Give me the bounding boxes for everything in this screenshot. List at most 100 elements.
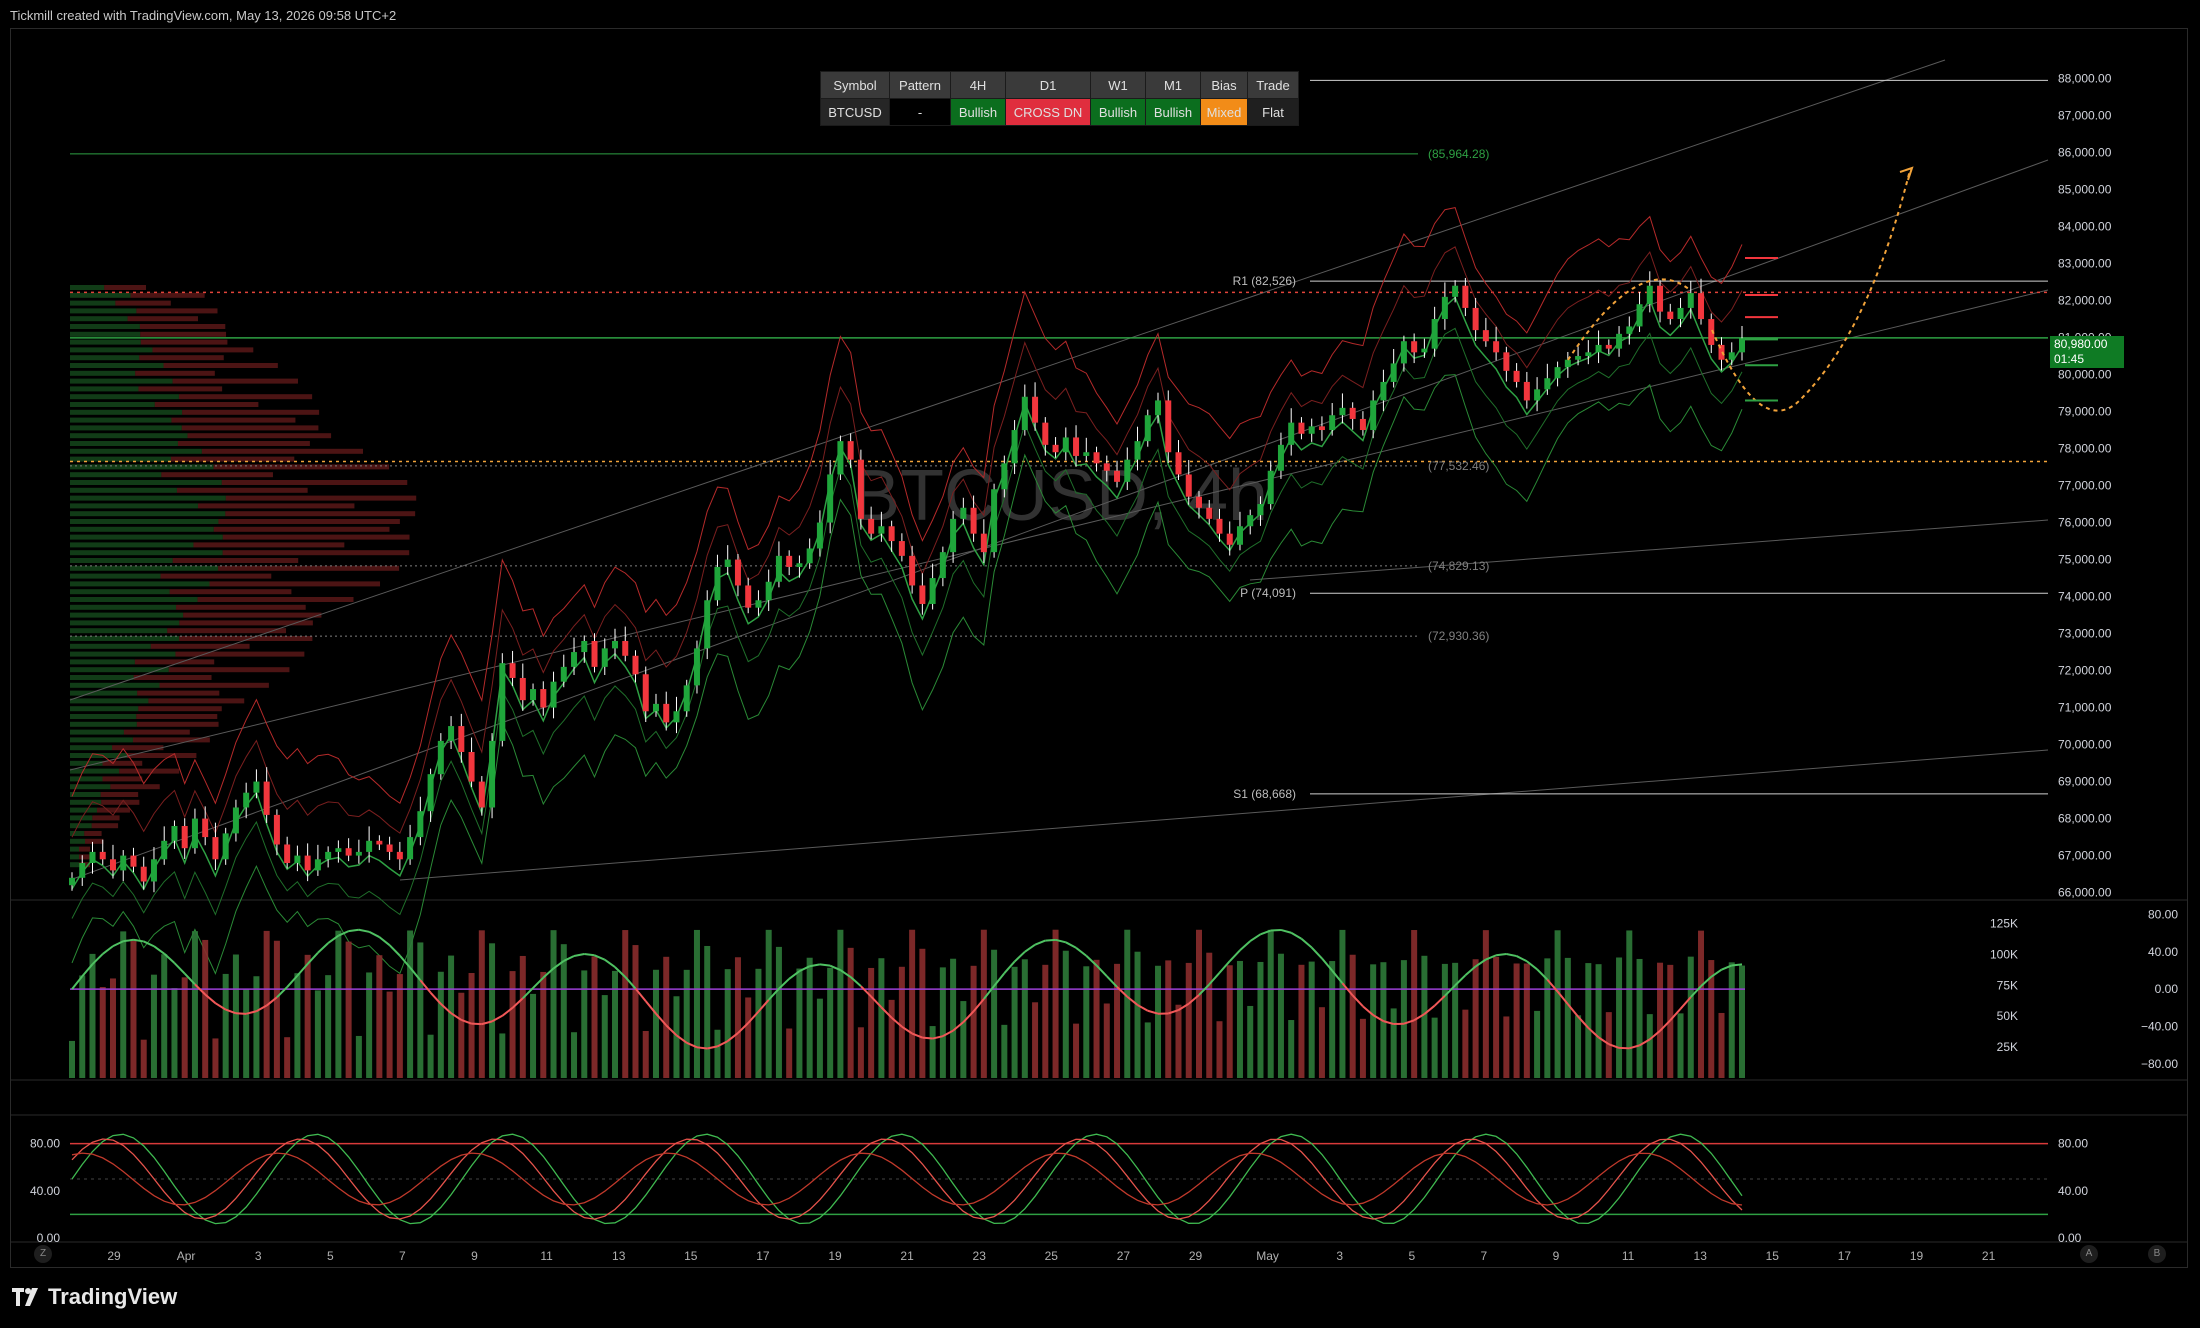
oscillator-line-segment xyxy=(296,963,309,977)
candle-body xyxy=(1093,452,1100,464)
price-axis-tick: 68,000.00 xyxy=(2058,812,2112,826)
volume-bar xyxy=(960,1001,967,1078)
candle-body xyxy=(1062,437,1069,453)
oscillator-line-segment xyxy=(911,1032,923,1039)
price-axis-tick: 77,000.00 xyxy=(2058,479,2112,493)
volume-bar xyxy=(929,1026,936,1078)
candle-body xyxy=(1411,341,1418,353)
volume-profile-bar-buy xyxy=(70,768,120,774)
price-axis-tick: 74,000.00 xyxy=(2058,590,2112,604)
tradingview-logo[interactable]: TradingView xyxy=(12,1284,177,1310)
oscillator-line-segment xyxy=(1495,953,1507,957)
candle-body xyxy=(1462,285,1469,308)
candle-body xyxy=(530,689,537,701)
candle-body xyxy=(1257,504,1264,516)
volume-profile-bar-sell xyxy=(182,409,320,415)
volume-profile-bar-sell xyxy=(171,417,296,423)
volume-bar xyxy=(376,955,383,1078)
auto-scale-button[interactable]: A xyxy=(2080,1245,2098,1263)
oscillator-line-segment xyxy=(1598,1036,1610,1046)
status-header-4h: 4H xyxy=(950,71,1006,99)
oscillator-line-segment xyxy=(819,963,831,967)
volume-bar xyxy=(1452,962,1459,1078)
chart-watermark: BTCUSD, 4h xyxy=(852,456,1268,536)
oscillator-line-segment xyxy=(1280,928,1292,934)
candle-body xyxy=(407,837,414,860)
volume-bar xyxy=(243,989,250,1078)
volume-profile-bar-sell xyxy=(102,760,143,766)
candle-body xyxy=(396,851,403,860)
candle-body xyxy=(837,441,844,475)
candle-body xyxy=(1021,396,1028,431)
oscillator-line-segment xyxy=(1085,955,1098,967)
oscillator-line-segment xyxy=(286,974,299,988)
volume-bar xyxy=(109,978,116,1078)
oscillator-line-segment xyxy=(1608,1043,1620,1049)
volume-profile-bar-sell xyxy=(100,792,139,797)
candle-body xyxy=(868,518,875,534)
oscillator-line-segment xyxy=(993,972,1006,987)
candle-body xyxy=(571,652,578,667)
volume-profile-bar-buy xyxy=(70,604,177,610)
price-level-label: (77,532.46) xyxy=(1428,459,1489,473)
price-chart[interactable]: BTCUSD, 4hR2 (87,949)(85,964.28)R1 (82,5… xyxy=(0,0,2200,1268)
volume-bar xyxy=(120,931,127,1078)
candle-body xyxy=(1657,285,1664,312)
price-axis-tick: 76,000.00 xyxy=(2058,516,2112,530)
oscillator-line-segment xyxy=(255,1004,268,1013)
volume-profile-bar-sell xyxy=(169,589,292,595)
attribution-text: Tickmill created with TradingView.com, M… xyxy=(10,8,397,23)
log-scale-button[interactable]: B xyxy=(2148,1245,2166,1263)
oscillator-line-segment xyxy=(1649,1030,1661,1041)
time-axis-tick: 29 xyxy=(1189,1249,1203,1263)
status-header-bias: Bias xyxy=(1200,71,1248,99)
candle-body xyxy=(1124,459,1131,482)
time-axis-tick: 17 xyxy=(1838,1249,1852,1263)
volume-bar xyxy=(1093,959,1100,1078)
volume-bar xyxy=(560,944,567,1078)
volume-profile-bar-sell xyxy=(154,402,259,407)
zoom-reset-button[interactable]: Z xyxy=(34,1245,52,1263)
stoch-axis-tick-right: 0.00 xyxy=(2058,1231,2082,1245)
oscillator-line-segment xyxy=(1485,954,1497,961)
volume-bar xyxy=(1206,952,1213,1078)
oscillator-line-segment xyxy=(1249,933,1262,942)
volume-bar xyxy=(181,977,188,1078)
oscillator-line-segment xyxy=(655,1013,667,1027)
candle-body xyxy=(79,862,86,878)
candle-body xyxy=(109,859,116,871)
volume-bar xyxy=(612,970,619,1078)
candle-body xyxy=(888,526,895,542)
oscillator-line-segment xyxy=(532,976,544,989)
volume-profile-bar-buy xyxy=(70,542,194,548)
volume-bar xyxy=(571,1032,578,1078)
volume-bar xyxy=(1277,953,1284,1078)
volume-bar xyxy=(1554,930,1561,1078)
stoch-axis-tick-right: 80.00 xyxy=(2058,1137,2088,1151)
oscillator-line-segment xyxy=(501,1007,514,1017)
status-header-d1: D1 xyxy=(1005,71,1091,99)
volume-profile-bar-buy xyxy=(70,714,137,719)
volume-profile-bar-sell xyxy=(225,495,417,501)
volume-axis-tick: 125K xyxy=(1990,917,2018,931)
candle-body xyxy=(376,840,383,845)
volume-bar xyxy=(1062,950,1069,1078)
volume-bar xyxy=(1308,961,1315,1078)
moving-average-line xyxy=(71,296,1743,891)
volume-profile-bar-sell xyxy=(152,347,254,353)
oscillator-line-segment xyxy=(1516,955,1528,963)
oscillator-line-segment xyxy=(1331,969,1344,984)
volume-bar xyxy=(939,967,946,1078)
volume-bar xyxy=(366,972,373,1078)
status-header-trade: Trade xyxy=(1247,71,1299,99)
volume-bar xyxy=(1216,1021,1223,1078)
time-axis-tick: 15 xyxy=(684,1249,698,1263)
volume-profile-bar-sell xyxy=(150,643,250,649)
volume-bar xyxy=(1544,958,1551,1078)
candle-body xyxy=(960,507,967,519)
oscillator-line-segment xyxy=(1679,996,1692,1010)
volume-profile-bar-sell xyxy=(127,316,198,322)
candle-body xyxy=(1134,441,1141,460)
volume-profile-bar-sell xyxy=(133,675,212,680)
oscillator-line-segment xyxy=(1260,929,1272,936)
